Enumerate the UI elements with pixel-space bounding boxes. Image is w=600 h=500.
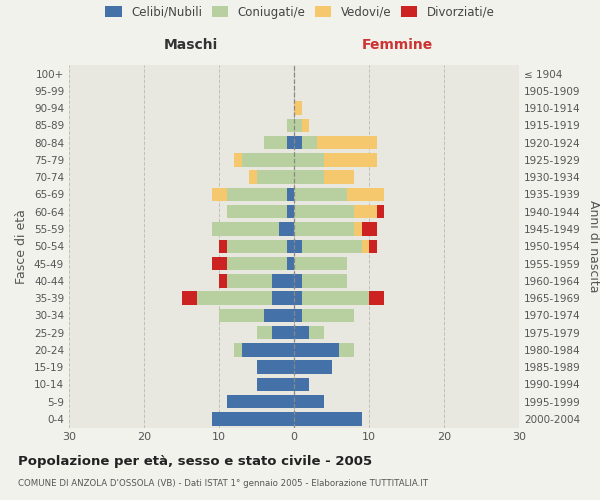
Bar: [249, 170, 257, 184]
Bar: [257, 360, 294, 374]
Text: Femmine: Femmine: [362, 38, 433, 52]
Bar: [257, 326, 271, 340]
Bar: [182, 292, 197, 305]
Bar: [339, 343, 354, 356]
Bar: [347, 188, 384, 201]
Bar: [264, 308, 294, 322]
Text: Popolazione per età, sesso e stato civile - 2005: Popolazione per età, sesso e stato civil…: [18, 455, 372, 468]
Bar: [294, 240, 302, 253]
Bar: [212, 412, 294, 426]
Bar: [302, 308, 354, 322]
Bar: [227, 240, 287, 253]
Bar: [354, 222, 361, 235]
Bar: [294, 343, 339, 356]
Bar: [302, 118, 309, 132]
Bar: [227, 274, 271, 287]
Bar: [219, 240, 227, 253]
Bar: [294, 326, 309, 340]
Bar: [294, 188, 347, 201]
Bar: [354, 205, 377, 218]
Bar: [302, 136, 317, 149]
Bar: [294, 360, 331, 374]
Bar: [294, 153, 324, 166]
Bar: [294, 136, 302, 149]
Bar: [271, 292, 294, 305]
Bar: [294, 118, 302, 132]
Bar: [294, 378, 309, 391]
Bar: [241, 153, 294, 166]
Bar: [324, 170, 354, 184]
Bar: [361, 222, 377, 235]
Bar: [302, 240, 361, 253]
Bar: [227, 188, 287, 201]
Bar: [219, 308, 264, 322]
Bar: [287, 257, 294, 270]
Bar: [212, 188, 227, 201]
Bar: [257, 378, 294, 391]
Bar: [257, 170, 294, 184]
Y-axis label: Anni di nascita: Anni di nascita: [587, 200, 600, 292]
Bar: [294, 308, 302, 322]
Bar: [279, 222, 294, 235]
Bar: [377, 205, 384, 218]
Bar: [227, 257, 287, 270]
Bar: [227, 205, 287, 218]
Bar: [287, 136, 294, 149]
Bar: [287, 205, 294, 218]
Bar: [294, 412, 361, 426]
Bar: [302, 274, 347, 287]
Bar: [287, 118, 294, 132]
Bar: [219, 274, 227, 287]
Bar: [212, 222, 279, 235]
Bar: [234, 153, 241, 166]
Bar: [309, 326, 324, 340]
Bar: [271, 274, 294, 287]
Bar: [227, 395, 294, 408]
Bar: [294, 222, 354, 235]
Bar: [361, 240, 369, 253]
Bar: [294, 257, 347, 270]
Bar: [324, 153, 377, 166]
Text: Maschi: Maschi: [163, 38, 218, 52]
Bar: [317, 136, 377, 149]
Bar: [302, 292, 369, 305]
Bar: [197, 292, 271, 305]
Bar: [369, 292, 384, 305]
Legend: Celibi/Nubili, Coniugati/e, Vedovi/e, Divorziati/e: Celibi/Nubili, Coniugati/e, Vedovi/e, Di…: [100, 1, 500, 24]
Bar: [369, 240, 377, 253]
Bar: [294, 170, 324, 184]
Bar: [294, 292, 302, 305]
Bar: [287, 188, 294, 201]
Y-axis label: Fasce di età: Fasce di età: [16, 209, 28, 284]
Bar: [271, 326, 294, 340]
Bar: [234, 343, 241, 356]
Bar: [287, 240, 294, 253]
Text: COMUNE DI ANZOLA D'OSSOLA (VB) - Dati ISTAT 1° gennaio 2005 - Elaborazione TUTTI: COMUNE DI ANZOLA D'OSSOLA (VB) - Dati IS…: [18, 479, 428, 488]
Bar: [294, 102, 302, 115]
Bar: [294, 205, 354, 218]
Bar: [212, 257, 227, 270]
Bar: [241, 343, 294, 356]
Bar: [264, 136, 287, 149]
Bar: [294, 274, 302, 287]
Bar: [294, 395, 324, 408]
